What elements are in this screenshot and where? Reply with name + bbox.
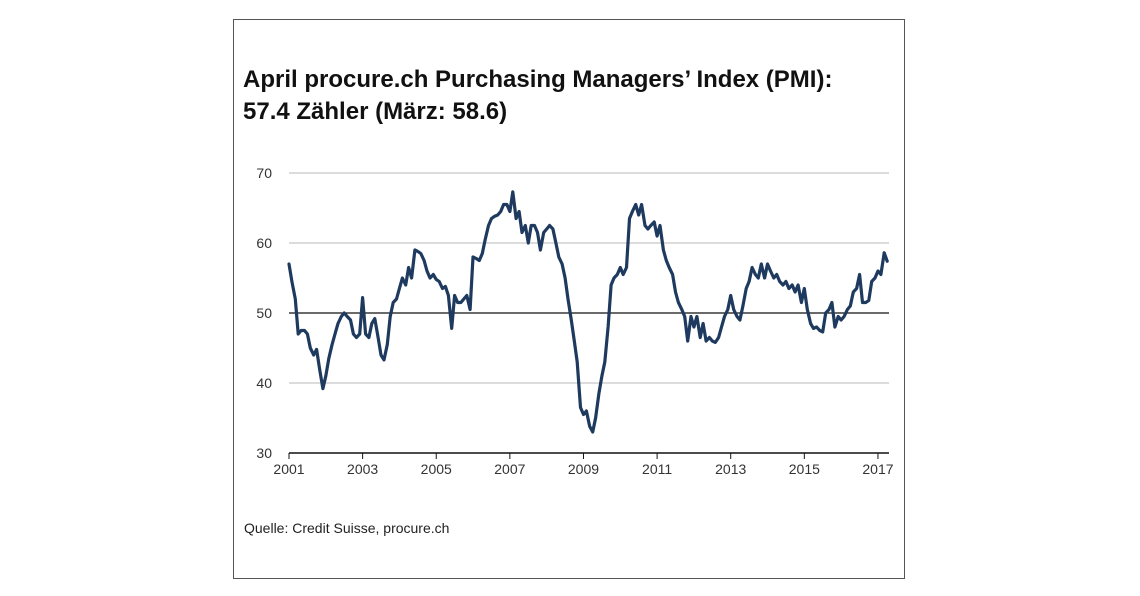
- y-tick-label: 70: [256, 165, 272, 181]
- pmi-line-chart: 30 40 50 60 70 2001 2003 2005 2007 2009 2011 2013 20…: [256, 165, 893, 477]
- y-tick-label: 50: [256, 305, 272, 321]
- y-tick-label: 60: [256, 235, 272, 251]
- x-tick-label: 2009: [568, 461, 599, 477]
- y-tick-label: 30: [256, 445, 272, 461]
- y-tick-label: 40: [256, 375, 272, 391]
- chart-title: April procure.ch Purchasing Managers’ In…: [243, 66, 833, 93]
- chart-subtitle: 57.4 Zähler (März: 58.6): [243, 98, 508, 125]
- chart-title-block: April procure.ch Purchasing Managers’ In…: [243, 64, 832, 128]
- pmi-series-line: [287, 190, 889, 434]
- source-note: Quelle: Credit Suisse, procure.ch: [244, 520, 450, 536]
- grid-layer: [289, 172, 889, 384]
- x-tick-label: 2013: [715, 461, 746, 477]
- x-tick-label: 2001: [273, 461, 304, 477]
- axis-layer: 30 40 50 60 70 2001 2003 2005 2007 2009 2011 2013 20…: [256, 165, 893, 477]
- x-tick-label: 2017: [862, 461, 893, 477]
- series-layer: [287, 190, 889, 434]
- x-tick-label: 2003: [347, 461, 378, 477]
- x-tick-label: 2011: [642, 461, 672, 477]
- x-tick-label: 2007: [494, 461, 525, 477]
- x-tick-label: 2015: [789, 461, 820, 477]
- x-tick-label: 2005: [421, 461, 452, 477]
- chart-frame: April procure.ch Purchasing Managers’ In…: [233, 19, 905, 579]
